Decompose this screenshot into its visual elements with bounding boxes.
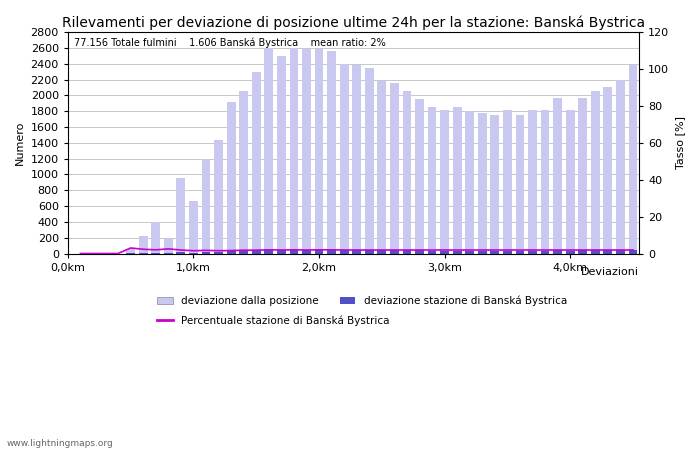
Bar: [528, 251, 537, 253]
Bar: [415, 99, 424, 253]
Bar: [503, 251, 512, 253]
Bar: [591, 91, 600, 253]
Bar: [377, 250, 386, 253]
Bar: [553, 99, 562, 253]
Bar: [377, 81, 386, 253]
Bar: [151, 222, 160, 253]
Bar: [202, 252, 211, 253]
Bar: [139, 236, 148, 253]
Bar: [402, 250, 412, 253]
Bar: [265, 48, 273, 253]
Bar: [591, 250, 600, 253]
Bar: [265, 249, 273, 253]
Text: Deviazioni: Deviazioni: [581, 267, 639, 277]
Title: Rilevamenti per deviazione di posizione ultime 24h per la stazione: Banská Bystr: Rilevamenti per deviazione di posizione …: [62, 15, 645, 30]
Bar: [214, 140, 223, 253]
Bar: [503, 109, 512, 253]
Bar: [491, 251, 499, 253]
Bar: [516, 251, 524, 253]
Bar: [314, 49, 323, 253]
Bar: [578, 251, 587, 253]
Bar: [252, 72, 260, 253]
Bar: [327, 51, 336, 253]
Bar: [603, 250, 612, 253]
Bar: [616, 80, 625, 253]
Bar: [176, 178, 186, 253]
Bar: [390, 83, 399, 253]
Bar: [402, 90, 412, 253]
Bar: [478, 251, 486, 253]
Bar: [578, 99, 587, 253]
Bar: [340, 250, 349, 253]
Bar: [176, 252, 186, 253]
Bar: [365, 68, 374, 253]
Bar: [528, 109, 537, 253]
Bar: [340, 64, 349, 253]
Bar: [616, 250, 625, 253]
Bar: [352, 65, 361, 253]
Legend: Percentuale stazione di Banská Bystrica: Percentuale stazione di Banská Bystrica: [153, 311, 394, 330]
Bar: [126, 249, 135, 253]
Bar: [302, 250, 311, 253]
Bar: [239, 91, 248, 253]
Bar: [603, 87, 612, 253]
Bar: [566, 109, 575, 253]
Bar: [314, 249, 323, 253]
Y-axis label: Numero: Numero: [15, 121, 25, 165]
Bar: [415, 251, 424, 253]
Bar: [227, 251, 235, 253]
Bar: [277, 250, 286, 253]
Bar: [214, 252, 223, 253]
Bar: [553, 251, 562, 253]
Bar: [352, 250, 361, 253]
Bar: [428, 107, 437, 253]
Bar: [277, 56, 286, 253]
Bar: [428, 251, 437, 253]
Bar: [516, 115, 524, 253]
Bar: [390, 250, 399, 253]
Bar: [566, 251, 575, 253]
Bar: [478, 113, 486, 253]
Bar: [453, 107, 461, 253]
Bar: [540, 251, 550, 253]
Bar: [252, 250, 260, 253]
Bar: [189, 201, 198, 253]
Bar: [540, 109, 550, 253]
Bar: [491, 115, 499, 253]
Bar: [365, 250, 374, 253]
Text: 77.156 Totale fulmini    1.606 Banská Bystrica    mean ratio: 2%: 77.156 Totale fulmini 1.606 Banská Bystr…: [74, 38, 385, 48]
Bar: [227, 102, 235, 253]
Bar: [290, 48, 298, 253]
Bar: [629, 250, 638, 253]
Bar: [302, 50, 311, 253]
Bar: [440, 251, 449, 253]
Bar: [629, 65, 638, 253]
Bar: [164, 238, 173, 253]
Bar: [290, 249, 298, 253]
Bar: [440, 109, 449, 253]
Bar: [202, 158, 211, 253]
Bar: [466, 251, 474, 253]
Bar: [327, 250, 336, 253]
Y-axis label: Tasso [%]: Tasso [%]: [675, 116, 685, 169]
Bar: [453, 251, 461, 253]
Bar: [239, 251, 248, 253]
Text: www.lightningmaps.org: www.lightningmaps.org: [7, 439, 113, 448]
Bar: [466, 111, 474, 253]
